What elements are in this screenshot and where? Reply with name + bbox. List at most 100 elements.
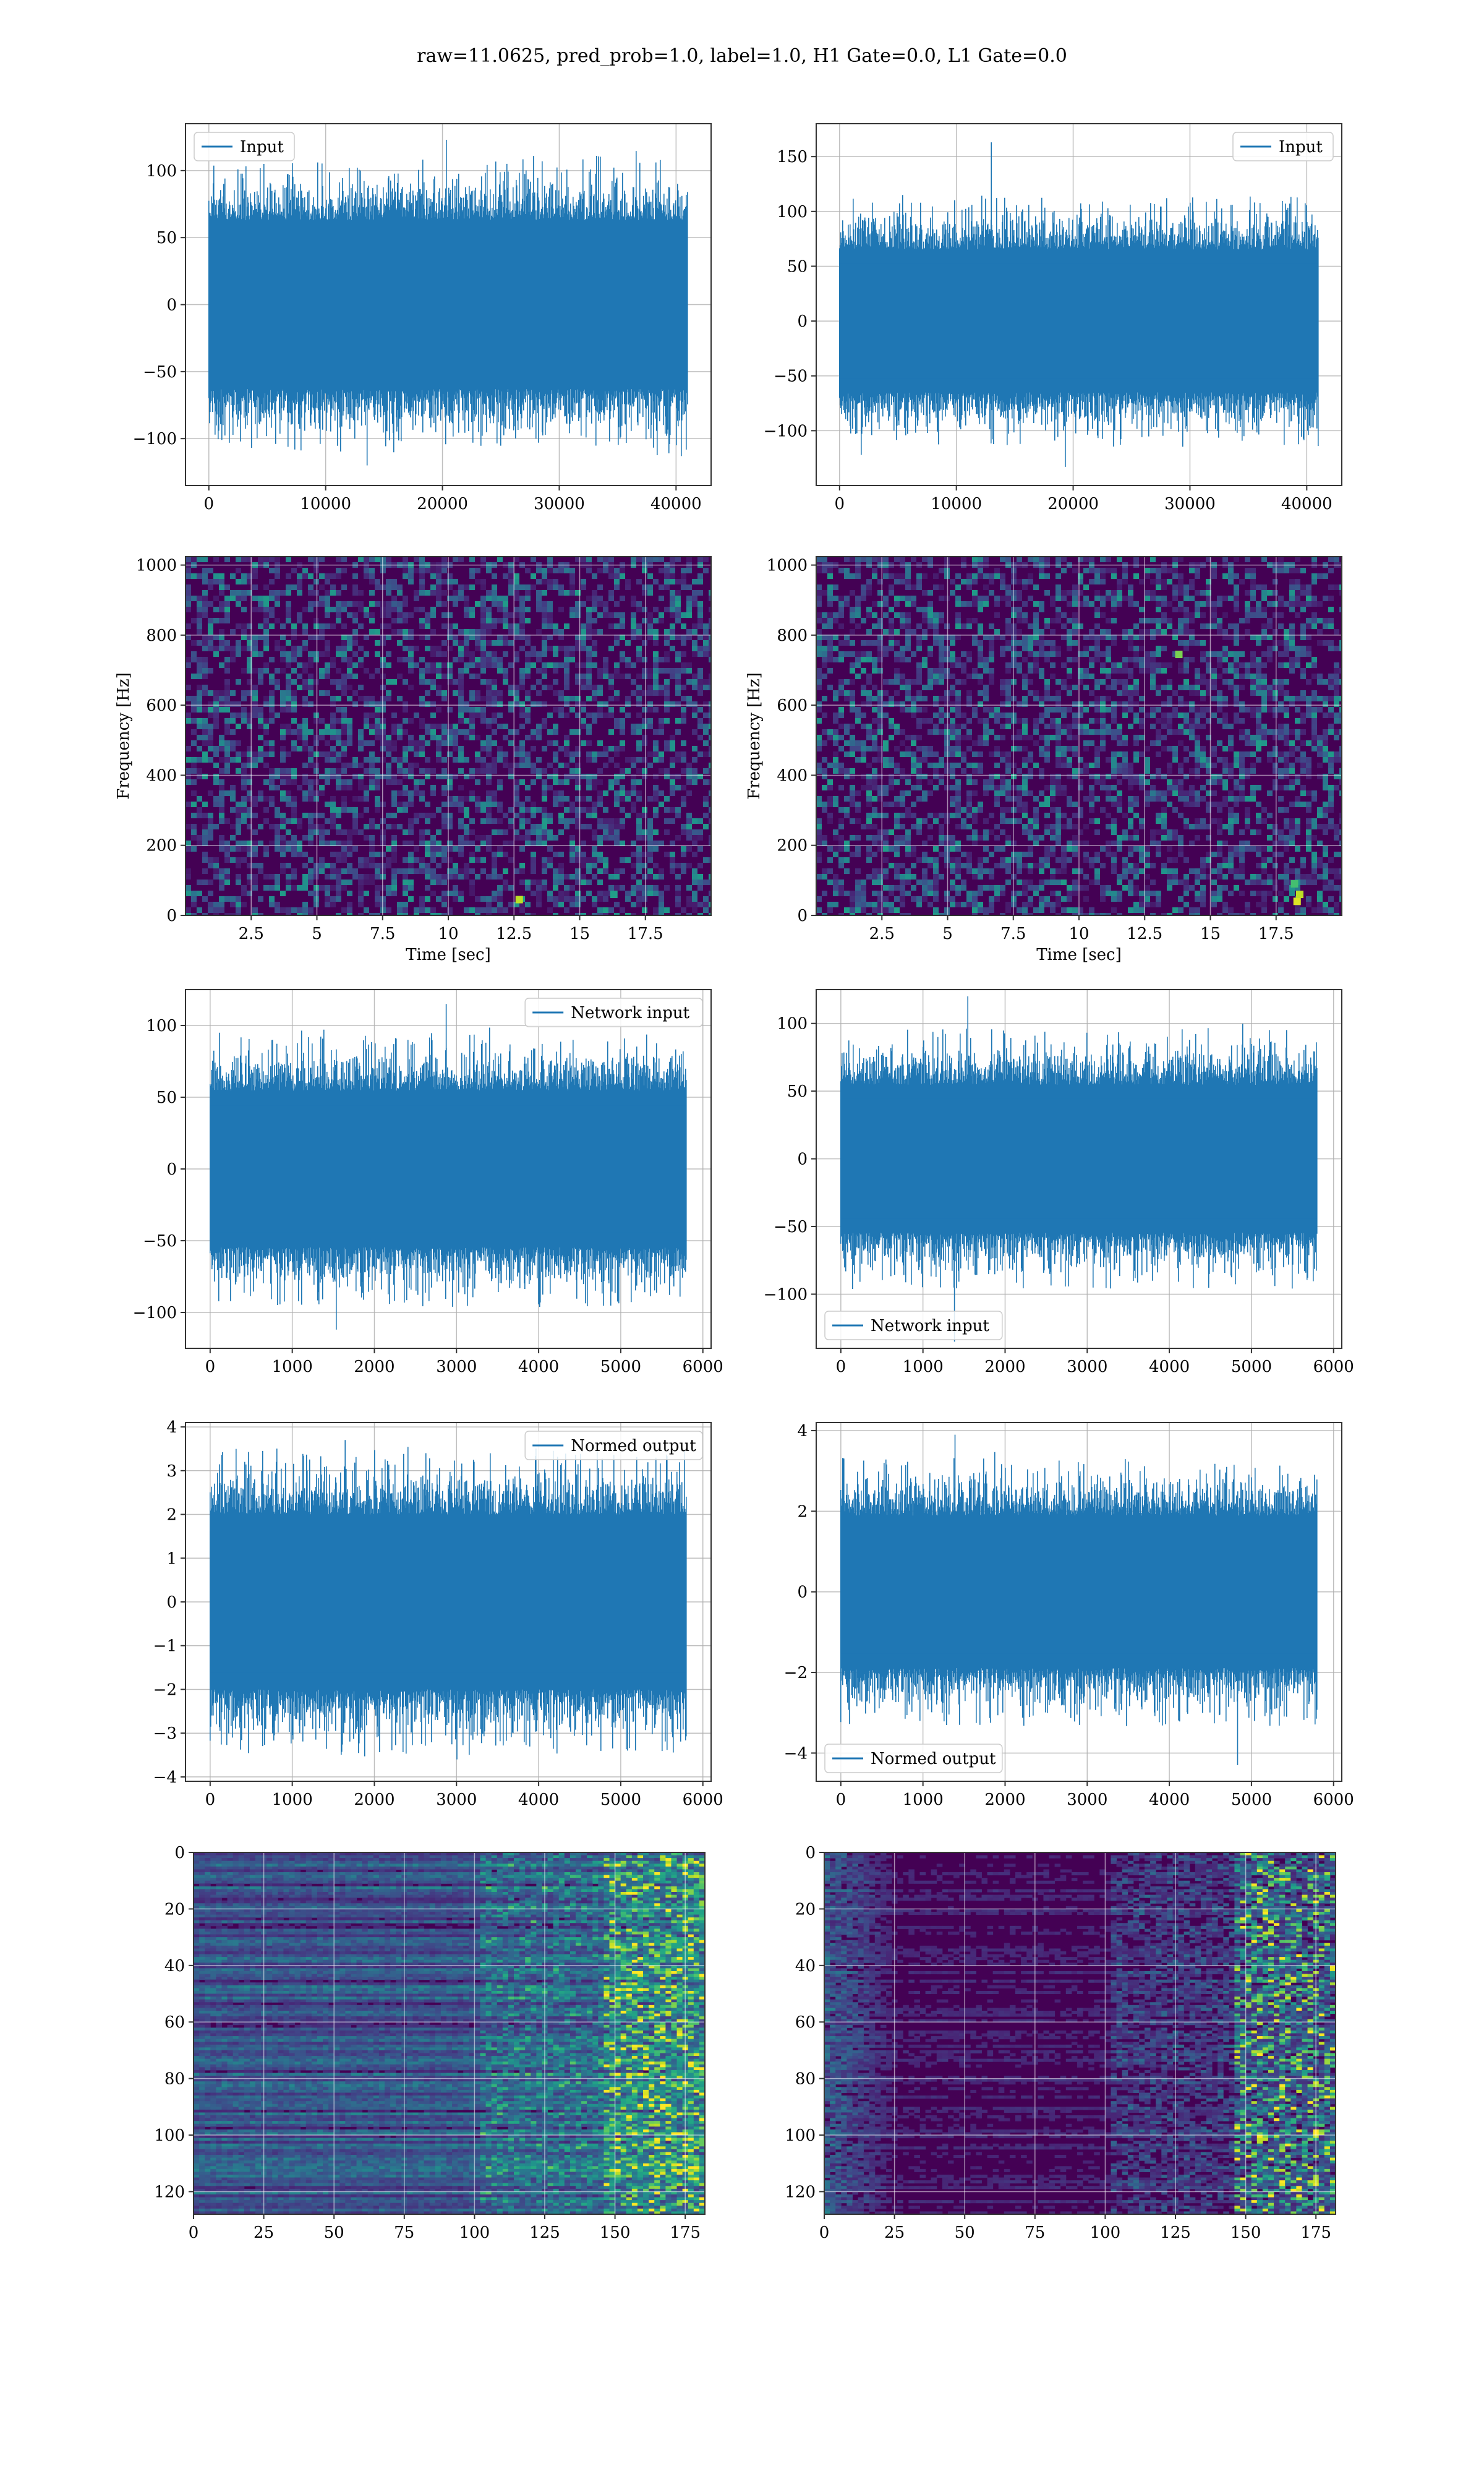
- y-tick-label: −2: [784, 1664, 808, 1682]
- x-tick-label: 20000: [417, 495, 468, 513]
- x-tick-label: 0: [835, 495, 845, 513]
- ticks: 2.5 5 7.5 10 12.5 15 17.5 0 200 400 600 800 1000: [136, 557, 663, 943]
- y-tick-label: 0: [166, 1160, 177, 1179]
- y-tick-label: 1: [166, 1549, 177, 1568]
- x-tick-label: 4000: [518, 1791, 559, 1809]
- y-tick-label: −50: [143, 1232, 177, 1251]
- y-tick-label: 1000: [767, 557, 808, 575]
- x-tick-label: 40000: [1281, 495, 1333, 513]
- panel-r2c2: 2.5 5 7.5 10 12.5 15 17.5 0 200 400 600 800 1000 Time…: [745, 556, 1342, 964]
- ticks: 0 1000 2000 3000 4000 5000 6000 −4 −2 0 2 4: [784, 1422, 1354, 1809]
- x-tick-label: 0: [836, 1791, 846, 1809]
- x-tick-label: 5: [942, 925, 953, 943]
- series-core: [840, 1530, 1318, 1654]
- legend: Normed output: [824, 1744, 1003, 1773]
- y-tick-label: 0: [166, 296, 177, 315]
- x-tick-label: 25: [254, 2224, 274, 2242]
- y-tick-label: −100: [133, 430, 177, 448]
- legend: Input: [194, 132, 295, 161]
- x-tick-label: 75: [1025, 2224, 1045, 2242]
- y-tick-label: 20: [795, 1900, 816, 1919]
- y-tick-label: 200: [146, 837, 177, 855]
- x-tick-label: 2000: [354, 1358, 394, 1376]
- y-tick-label: −100: [764, 422, 808, 440]
- x-tick-label: 125: [1160, 2224, 1191, 2242]
- legend-label: Input: [1279, 138, 1323, 156]
- grid: [816, 557, 1342, 916]
- axes-frame: [816, 123, 1342, 486]
- legend-label: Network input: [571, 1004, 689, 1022]
- x-tick-label: 0: [189, 2224, 199, 2242]
- y-tick-label: 80: [795, 2070, 816, 2089]
- x-tick-label: 4000: [1149, 1358, 1190, 1376]
- y-tick-label: 120: [785, 2183, 816, 2201]
- panel-r5c2: 0 25 50 75 100 125 150 175 0 20 40 60 80 100 120: [785, 1844, 1336, 2242]
- legend: Input: [1232, 132, 1334, 161]
- x-tick-label: 1000: [903, 1791, 944, 1809]
- x-tick-label: 150: [1230, 2224, 1261, 2242]
- x-tick-label: 10: [438, 925, 458, 943]
- y-tick-label: 0: [805, 1844, 816, 1862]
- x-tick-label: 4000: [1149, 1791, 1190, 1809]
- figure-suptitle: raw=11.0625, pred_prob=1.0, label=1.0, H…: [417, 45, 1067, 67]
- y-axis-label: Frequency [Hz]: [745, 672, 764, 800]
- panel-r1c1: Input 0 10000 20000 30000 40000 −100 −50 0 50 100: [133, 123, 712, 513]
- series-core: [839, 263, 1318, 379]
- legend-label: Normed output: [871, 1750, 996, 1768]
- panel-r4c2: Normed output 0 1000 2000 3000 4000 5000 6000 −4…: [784, 1422, 1354, 1809]
- x-tick-label: 12.5: [496, 925, 532, 943]
- y-tick-label: 800: [777, 627, 808, 645]
- axes-frame: [193, 1852, 706, 2215]
- x-tick-label: 1000: [272, 1791, 313, 1809]
- x-tick-label: 50: [324, 2224, 344, 2242]
- series-core: [210, 1531, 687, 1673]
- x-tick-label: 3000: [1067, 1791, 1107, 1809]
- y-tick-label: 100: [146, 162, 177, 181]
- panel-r5c1: 0 25 50 75 100 125 150 175 0 20 40 60 80 100 120: [154, 1844, 706, 2242]
- x-tick-label: 175: [670, 2224, 701, 2242]
- y-tick-label: 4: [166, 1418, 177, 1437]
- x-tick-label: 2000: [984, 1358, 1025, 1376]
- ticks: 0 10000 20000 30000 40000 −100 −50 0 50 100: [133, 162, 702, 513]
- y-tick-label: 0: [166, 1593, 177, 1612]
- x-tick-label: 3000: [436, 1358, 477, 1376]
- y-tick-label: 150: [777, 148, 808, 166]
- x-axis-label: Time [sec]: [1036, 946, 1122, 964]
- x-tick-label: 5000: [600, 1358, 641, 1376]
- x-tick-label: 100: [459, 2224, 490, 2242]
- grid: [186, 557, 711, 916]
- y-tick-label: 0: [797, 907, 808, 925]
- y-tick-label: 3: [166, 1462, 177, 1481]
- x-tick-label: 0: [204, 495, 215, 513]
- ticks: 0 25 50 75 100 125 150 175 0 20 40 60 80 100 120: [154, 1844, 701, 2242]
- y-tick-label: −4: [784, 1744, 808, 1763]
- x-tick-label: 50: [955, 2224, 975, 2242]
- x-tick-label: 10000: [300, 495, 351, 513]
- x-tick-label: 5000: [600, 1791, 641, 1809]
- y-tick-label: 0: [166, 907, 177, 925]
- y-tick-label: −50: [774, 1218, 808, 1236]
- heatmap-cells: [186, 557, 711, 915]
- y-tick-label: −3: [153, 1724, 177, 1743]
- y-tick-label: 0: [797, 1583, 808, 1602]
- x-tick-label: 7.5: [1000, 925, 1026, 943]
- x-tick-label: 17.5: [628, 925, 663, 943]
- x-tick-label: 15: [1200, 925, 1221, 943]
- y-tick-label: −4: [153, 1768, 177, 1787]
- y-axis-label: Frequency [Hz]: [114, 672, 133, 800]
- y-tick-label: 400: [146, 766, 177, 785]
- y-tick-label: 40: [164, 1957, 185, 1975]
- y-tick-label: −100: [764, 1285, 808, 1304]
- x-tick-label: 2000: [984, 1791, 1025, 1809]
- y-tick-label: 600: [146, 696, 177, 715]
- ticks: 0 1000 2000 3000 4000 5000 6000 −100 −50 0 50 100: [133, 1017, 723, 1376]
- y-tick-label: 50: [787, 1082, 808, 1101]
- x-axis-label: Time [sec]: [406, 946, 491, 964]
- x-tick-label: 2.5: [869, 925, 895, 943]
- x-tick-label: 2.5: [239, 925, 264, 943]
- y-tick-label: 100: [777, 1015, 808, 1034]
- x-tick-label: 0: [819, 2224, 830, 2242]
- x-tick-label: 0: [205, 1358, 216, 1376]
